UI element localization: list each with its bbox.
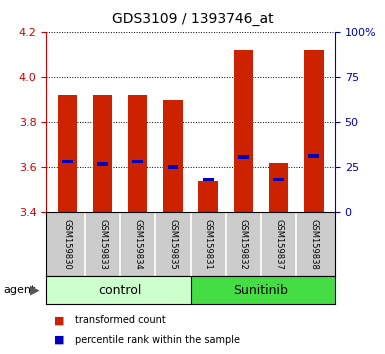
Text: agent: agent [4,285,36,295]
Bar [199,181,218,212]
Bar [191,276,335,304]
Text: GDS3109 / 1393746_at: GDS3109 / 1393746_at [112,12,273,27]
Text: GSM159833: GSM159833 [98,219,107,270]
Text: ▶: ▶ [30,284,39,297]
Bar [203,178,214,182]
Text: GSM159838: GSM159838 [309,219,318,270]
Bar [163,99,182,212]
Text: ■: ■ [54,335,64,345]
Text: GSM159832: GSM159832 [239,219,248,270]
Text: GSM159831: GSM159831 [204,219,213,270]
Bar [62,160,73,164]
Bar [167,165,178,169]
Bar [58,95,77,212]
Text: ■: ■ [54,315,64,325]
Text: GSM159830: GSM159830 [63,219,72,270]
Bar [97,162,108,166]
Text: GSM159837: GSM159837 [274,219,283,270]
Bar [234,50,253,212]
Bar [93,95,112,212]
Text: Sunitinib: Sunitinib [234,284,288,297]
Text: control: control [99,284,142,297]
Bar [308,154,319,158]
Bar [128,95,147,212]
Text: transformed count: transformed count [75,315,166,325]
Bar [273,178,284,182]
Bar [132,160,143,164]
Bar [238,155,249,159]
Text: GSM159834: GSM159834 [133,219,142,270]
Bar [46,276,191,304]
Text: percentile rank within the sample: percentile rank within the sample [75,335,240,345]
Bar [269,163,288,212]
Bar [304,50,323,212]
Text: GSM159835: GSM159835 [169,219,177,270]
